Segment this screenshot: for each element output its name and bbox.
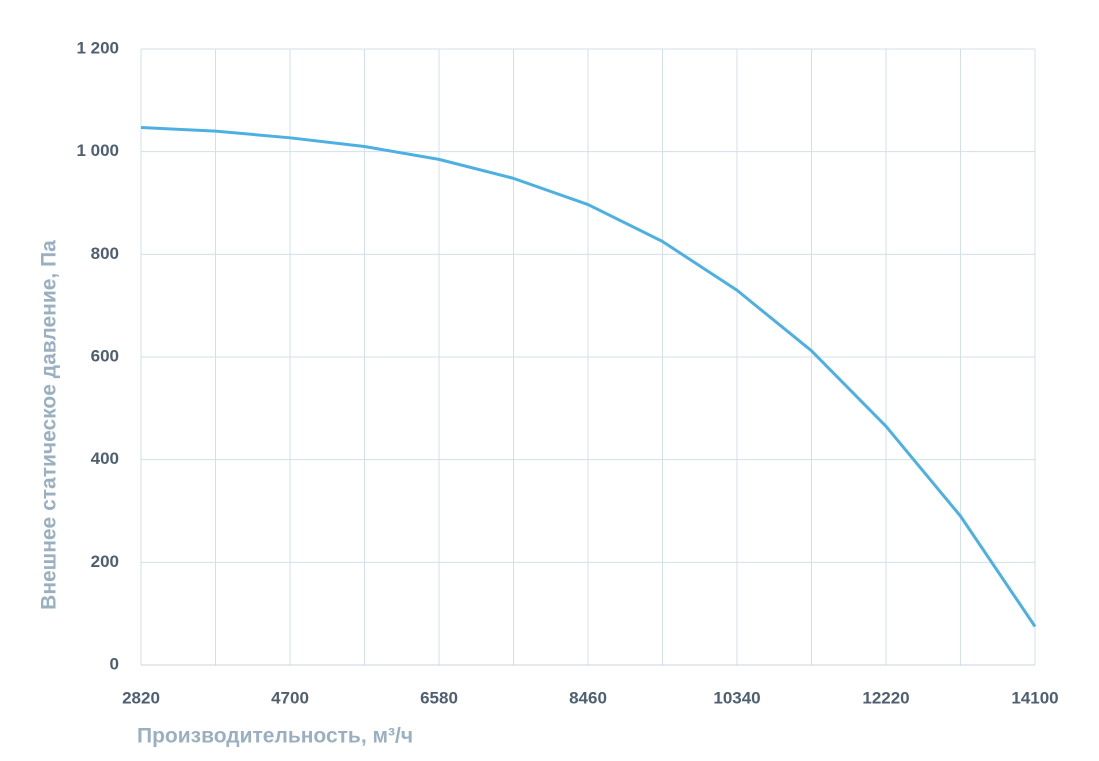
y-tick-label: 0	[110, 654, 119, 673]
x-tick-label: 6580	[420, 688, 458, 707]
y-tick-label: 400	[91, 449, 119, 468]
y-tick-label: 600	[91, 346, 119, 365]
y-tick-label: 200	[91, 552, 119, 571]
x-tick-label: 2820	[122, 688, 160, 707]
x-tick-label: 10340	[713, 688, 760, 707]
x-tick-label: 14100	[1011, 688, 1058, 707]
y-axis-title: Внешнее статическое давление, Па	[38, 240, 61, 610]
x-tick-label: 12220	[862, 688, 909, 707]
y-tick-label: 800	[91, 244, 119, 263]
y-tick-label: 1 200	[76, 38, 119, 57]
x-tick-label: 8460	[569, 688, 607, 707]
x-tick-label: 4700	[271, 688, 309, 707]
y-tick-label: 1 000	[76, 141, 119, 160]
x-axis-title: Производительность, м³/ч	[137, 725, 413, 748]
data-line	[140, 126, 1037, 628]
